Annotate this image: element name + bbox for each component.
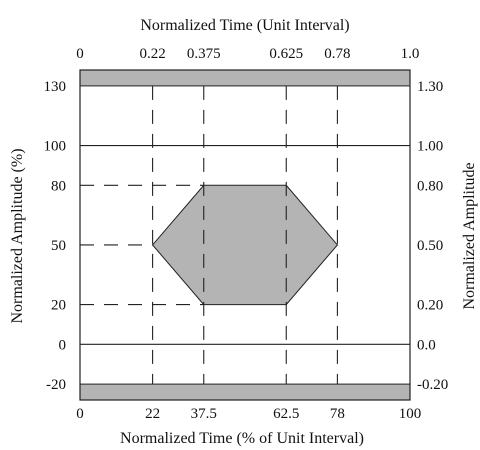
left-tick-label: 100 <box>44 139 67 155</box>
right-tick-label: 1.30 <box>417 79 443 95</box>
top-tick-label: 0.375 <box>187 46 221 62</box>
left-tick-label: 0 <box>59 337 67 353</box>
right-tick-label: 0.50 <box>417 238 443 254</box>
right-tick-label: 0.20 <box>417 298 443 314</box>
upper-keepout-region <box>79 69 411 87</box>
left-tick-label: 50 <box>51 238 66 254</box>
top-tick-label: 1.0 <box>401 46 420 62</box>
left-tick-label: 130 <box>44 79 67 95</box>
bottom-tick-label: 0 <box>76 406 84 422</box>
top-tick-label: 0.625 <box>269 46 303 62</box>
right-tick-label: 0.0 <box>417 337 436 353</box>
bottom-tick-label: 62.5 <box>273 406 299 422</box>
plot-frame <box>79 69 411 401</box>
left-tick-label: 20 <box>51 298 66 314</box>
top-axis-title: Normalized Time (Unit Interval) <box>140 17 349 34</box>
bottom-tick-label: 37.5 <box>191 406 217 422</box>
right-tick-label: 0.80 <box>417 178 443 194</box>
top-tick-label: 0.22 <box>139 46 165 62</box>
bottom-tick-label: 78 <box>330 406 345 422</box>
bottom-axis-title: Normalized Time (% of Unit Interval) <box>120 430 364 447</box>
bottom-tick-label: 100 <box>399 406 422 422</box>
right-tick-label: -0.20 <box>417 377 448 393</box>
right-axis-title: Normalized Amplitude <box>461 162 478 309</box>
lower-keepout-region <box>79 383 411 401</box>
top-tick-label: 0 <box>76 46 84 62</box>
bottom-tick-label: 22 <box>145 406 160 422</box>
right-tick-label: 1.00 <box>417 139 443 155</box>
eye-mask-hexagon <box>151 184 339 306</box>
left-axis-title: Normalized Amplitude (%) <box>9 148 26 323</box>
left-tick-label: -20 <box>46 377 66 393</box>
top-tick-label: 0.78 <box>324 46 350 62</box>
left-tick-label: 80 <box>51 178 66 194</box>
